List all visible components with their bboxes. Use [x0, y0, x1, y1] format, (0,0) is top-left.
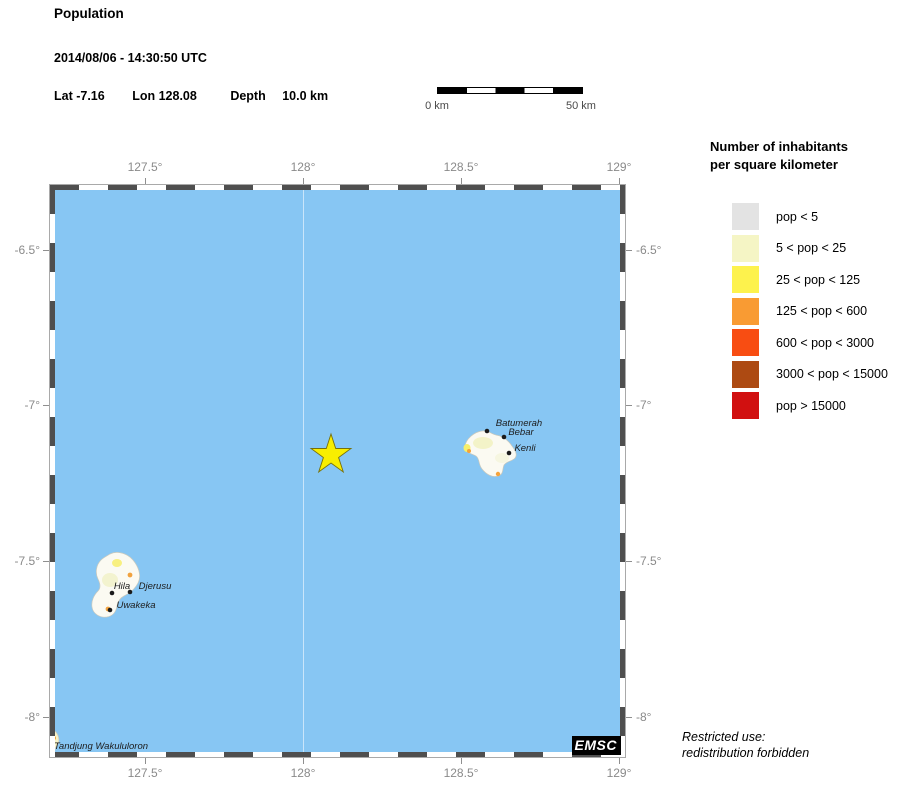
legend-label: 600 < pop < 3000: [776, 335, 875, 350]
legend-row: 25 < pop < 125: [732, 266, 888, 293]
lat-label-right: -7°: [636, 398, 652, 412]
lon-label-top: 128°: [290, 160, 316, 174]
axis-tick: [43, 561, 49, 562]
population-legend: pop < 5 5 < pop < 25 25 < pop < 125 125 …: [732, 203, 888, 424]
lat-label-left: -7°: [24, 398, 40, 412]
place-label-kenli: Kenli: [514, 443, 536, 454]
legend-title-line1: Number of inhabitants: [710, 139, 848, 154]
emsc-logo: EMSC: [571, 736, 621, 755]
legend-swatch: [732, 392, 759, 419]
epicenter-star-icon: [309, 432, 353, 474]
event-depth-value: 10.0 km: [282, 89, 329, 103]
legend-swatch: [732, 266, 759, 293]
town-dot-hila: [109, 590, 115, 596]
map-frame-top: [50, 185, 625, 190]
axis-tick: [626, 250, 632, 251]
event-coordinates: Lat -7.16 Lon 128.08 Depth 10.0 km: [54, 89, 328, 103]
place-label-uwakeka: Uwakeka: [116, 600, 155, 611]
legend-title: Number of inhabitants per square kilomet…: [710, 138, 848, 174]
legend-row: pop > 15000: [732, 392, 888, 419]
axis-tick: [145, 178, 146, 184]
island-northeast: Batumerah Bebar Kenli: [463, 418, 542, 477]
event-longitude: Lon 128.08: [132, 89, 197, 103]
event-latitude: Lat -7.16: [54, 89, 105, 103]
town-dot-batumerah: [484, 428, 490, 434]
axis-tick: [461, 758, 462, 764]
lon-label-top: 127.5°: [127, 160, 163, 174]
lon-label-top: 129°: [606, 160, 632, 174]
town-dot-bebar: [501, 434, 507, 440]
map-scale-bar: [437, 87, 583, 94]
meridian-gridline-128: [303, 185, 304, 757]
axis-tick: [626, 561, 632, 562]
lon-label-bottom: 129°: [606, 766, 632, 780]
legend-label: 5 < pop < 25: [776, 241, 847, 255]
axis-tick: [145, 758, 146, 764]
map-frame-right: [620, 185, 625, 757]
legend-row: 600 < pop < 3000: [732, 329, 888, 356]
axis-tick: [619, 758, 620, 764]
place-label-djerusu: Djerusu: [139, 581, 172, 592]
restricted-line2: redistribution forbidden: [682, 746, 810, 760]
lat-label-left: -8°: [24, 710, 40, 724]
event-datetime: 2014/08/06 - 14:30:50 UTC: [54, 51, 207, 65]
axis-tick: [461, 178, 462, 184]
legend-swatch: [732, 329, 759, 356]
event-depth-label: Depth: [230, 89, 266, 103]
restricted-use-notice: Restricted use: redistribution forbidden: [682, 729, 809, 761]
legend-swatch: [732, 234, 759, 262]
legend-label: pop < 5: [776, 209, 819, 224]
legend-row: 3000 < pop < 15000: [732, 360, 888, 388]
legend-swatch: [732, 297, 759, 325]
legend-swatch: [732, 360, 759, 388]
lon-label-top: 128.5°: [443, 160, 479, 174]
legend-label: 3000 < pop < 15000: [776, 367, 888, 381]
axis-tick: [303, 758, 304, 764]
axis-tick: [43, 250, 49, 251]
town-dot-uwakeka: [107, 607, 113, 613]
legend-swatch: [732, 203, 759, 230]
scale-start-label: 0 km: [425, 100, 449, 112]
map-canvas: Batumerah Bebar Kenli Hila Djerusu Uwake…: [50, 185, 625, 757]
lon-label-bottom: 128°: [290, 766, 316, 780]
place-label-hila: Hila: [114, 581, 130, 592]
legend-title-line2: per square kilometer: [710, 157, 838, 172]
lat-label-right: -7.5°: [636, 554, 662, 568]
axis-tick: [619, 178, 620, 184]
legend-row: 5 < pop < 25: [732, 234, 888, 262]
town-dot-djerusu: [127, 589, 133, 595]
islands-layer: Batumerah Bebar Kenli Hila Djerusu Uwake…: [50, 418, 542, 757]
lon-label-bottom: 127.5°: [127, 766, 163, 780]
axis-tick: [626, 405, 632, 406]
axis-tick: [43, 717, 49, 718]
legend-label: pop > 15000: [776, 398, 846, 413]
axis-tick: [43, 405, 49, 406]
place-label-batumerah: Batumerah: [496, 418, 542, 429]
page-title: Population: [54, 6, 124, 21]
place-label-tandjung: Tandjung Wakululoron: [54, 741, 148, 752]
axis-tick: [303, 178, 304, 184]
lat-label-left: -7.5°: [14, 554, 40, 568]
lat-label-right: -8°: [636, 710, 652, 724]
map-frame-left: [50, 185, 55, 757]
legend-label: 125 < pop < 600: [776, 304, 868, 318]
restricted-line1: Restricted use:: [682, 730, 766, 744]
map-frame-bottom: [50, 752, 625, 757]
island-southwest: Hila Djerusu Uwakeka: [91, 552, 172, 618]
legend-row: pop < 5: [732, 203, 888, 230]
lon-label-bottom: 128.5°: [443, 766, 479, 780]
scale-end-label: 50 km: [566, 100, 596, 112]
axis-tick: [626, 717, 632, 718]
lat-label-left: -6.5°: [14, 243, 40, 257]
town-dot-kenli: [506, 450, 512, 456]
legend-row: 125 < pop < 600: [732, 297, 888, 325]
legend-label: 25 < pop < 125: [776, 272, 861, 287]
lat-label-right: -6.5°: [636, 243, 662, 257]
place-label-bebar: Bebar: [508, 427, 534, 438]
